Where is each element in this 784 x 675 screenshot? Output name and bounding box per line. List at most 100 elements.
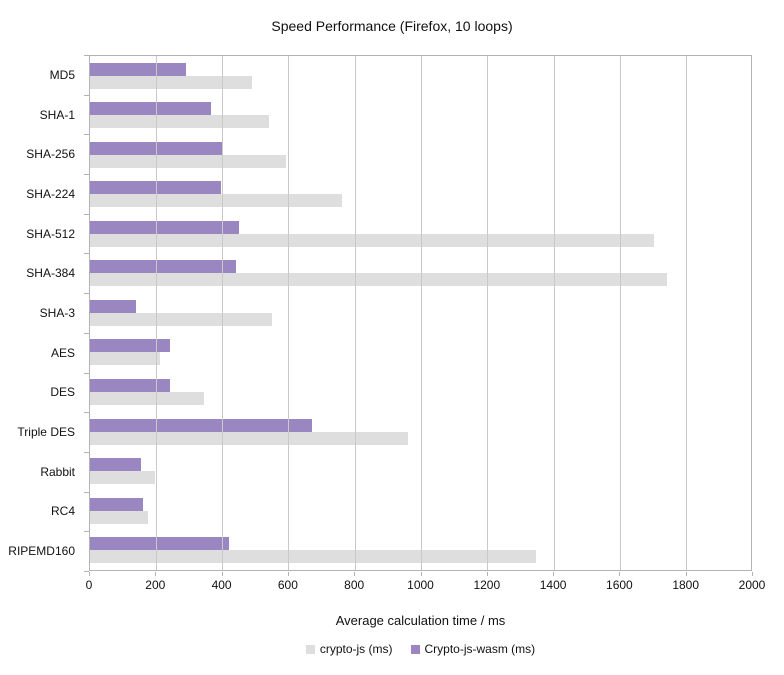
y-axis-tick <box>84 95 89 96</box>
x-axis-tick-labels: 0 200 400 600 800 1000 1200 1400 1600 1800 2000 <box>85 578 766 592</box>
x-axis-tick <box>752 572 753 576</box>
bar-group-sha-3 <box>90 293 751 333</box>
y-axis-tick <box>84 214 89 215</box>
plot-area <box>89 55 752 571</box>
category-label-sha-512: SHA-512 <box>26 226 75 241</box>
bar-crypto-js-wasm-ms <box>90 181 221 195</box>
category-label-sha-224: SHA-224 <box>26 186 75 201</box>
category-label-md5: MD5 <box>49 67 75 82</box>
x-tick-label-1400: 1400 <box>539 578 567 592</box>
category-label-sha-384: SHA-384 <box>26 266 75 281</box>
bar-crypto-js-wasm-ms <box>90 299 137 313</box>
bar-group-rabbit <box>90 451 751 491</box>
gridline-x-800 <box>354 56 356 570</box>
bar-group-sha-384 <box>90 254 751 294</box>
x-axis-tick <box>486 572 488 576</box>
legend-item-crypto-js: crypto-js (ms) <box>305 642 393 656</box>
bar-crypto-js-ms <box>90 510 148 524</box>
gridline-x-200 <box>155 56 157 570</box>
x-tick-label-600: 600 <box>277 578 298 592</box>
bar-rows <box>90 56 751 570</box>
x-axis-title: Average calculation time / ms <box>335 613 506 628</box>
bar-group-des <box>90 372 751 412</box>
bar-crypto-js-wasm-ms <box>90 220 240 234</box>
y-axis-tick <box>84 531 89 532</box>
y-axis-tick <box>84 452 89 453</box>
legend-item-crypto-js-wasm: Crypto-js-wasm (ms) <box>410 642 536 656</box>
bar-group-rc4 <box>90 491 751 531</box>
bar-crypto-js-wasm-ms <box>90 339 170 353</box>
x-axis-tick <box>619 572 621 576</box>
legend-swatch-crypto-js-wasm <box>410 644 420 654</box>
bar-crypto-js-ms <box>90 75 253 89</box>
bar-crypto-js-ms <box>90 312 273 326</box>
y-axis-tick <box>84 55 89 56</box>
bar-crypto-js-wasm-ms <box>90 497 144 511</box>
bar-crypto-js-ms <box>90 471 155 485</box>
bar-group-md5 <box>90 56 751 96</box>
bar-crypto-js-ms <box>90 154 286 168</box>
x-tick-label-200: 200 <box>145 578 166 592</box>
x-axis-tick <box>221 572 223 576</box>
bar-crypto-js-ms <box>90 352 160 366</box>
bar-group-ripemd160 <box>90 530 751 570</box>
bar-group-triple-des <box>90 412 751 452</box>
bar-crypto-js-wasm-ms <box>90 62 187 76</box>
y-axis-labels: MD5 SHA-1 SHA-256 SHA-224 SHA-512 SHA-384 SHA-… <box>0 55 82 571</box>
y-axis-tick <box>84 333 89 334</box>
x-axis-tick <box>287 572 289 576</box>
x-tick-label-1600: 1600 <box>606 578 633 592</box>
gridline-x-1000 <box>421 56 422 570</box>
gridline-x-1200 <box>487 56 489 570</box>
x-axis-tick <box>553 572 555 576</box>
legend-label-crypto-js-wasm: Crypto-js-wasm (ms) <box>424 642 536 656</box>
chart-title: Speed Performance (Firefox, 10 loops) <box>271 18 513 34</box>
y-axis-tick <box>84 134 89 135</box>
y-axis-tick <box>84 492 89 493</box>
category-label-sha-256: SHA-256 <box>26 147 75 162</box>
x-tick-label-1200: 1200 <box>473 578 501 592</box>
x-tick-label-800: 800 <box>344 578 365 592</box>
bar-crypto-js-wasm-ms <box>90 260 236 274</box>
y-axis-tick <box>84 373 89 374</box>
bar-crypto-js-ms <box>90 392 205 406</box>
bar-crypto-js-wasm-ms <box>90 379 170 393</box>
bar-crypto-js-ms <box>90 550 536 564</box>
x-tick-label-2000: 2000 <box>738 578 766 592</box>
bar-crypto-js-wasm-ms <box>90 458 142 472</box>
legend: crypto-js (ms) Crypto-js-wasm (ms) <box>89 642 752 656</box>
bar-crypto-js-ms <box>90 233 654 247</box>
y-axis-tick <box>84 293 89 294</box>
bar-group-aes <box>90 333 751 373</box>
category-label-rc4: RC4 <box>50 504 75 519</box>
x-axis-tick <box>420 572 422 576</box>
bar-group-sha-512 <box>90 214 751 254</box>
gridline-x-400 <box>222 56 224 570</box>
legend-label-crypto-js: crypto-js (ms) <box>319 642 393 656</box>
x-tick-label-400: 400 <box>211 578 232 592</box>
y-axis-tick <box>84 174 89 175</box>
legend-swatch-crypto-js <box>305 644 315 654</box>
bar-crypto-js-wasm-ms <box>90 537 230 551</box>
gridline-x-600 <box>288 56 290 570</box>
category-label-rabbit: Rabbit <box>40 464 75 479</box>
bar-crypto-js-ms <box>90 194 342 208</box>
x-tick-label-1000: 1000 <box>407 578 434 592</box>
x-tick-label-1800: 1800 <box>672 578 700 592</box>
x-axis-tick <box>354 572 356 576</box>
category-label-ripemd160: RIPEMD160 <box>8 544 75 559</box>
category-label-sha-1: SHA-1 <box>39 107 75 122</box>
bar-crypto-js-wasm-ms <box>90 418 313 432</box>
bar-group-sha-224 <box>90 175 751 215</box>
bar-crypto-js-wasm-ms <box>90 102 211 116</box>
category-label-triple-des: Triple DES <box>17 425 75 440</box>
gridline-x-1600 <box>619 56 621 570</box>
bar-crypto-js-ms <box>90 115 269 129</box>
x-axis-tick <box>155 572 157 576</box>
x-tick-label-0: 0 <box>85 578 93 592</box>
category-label-aes: AES <box>50 345 75 360</box>
category-label-des: DES <box>50 385 75 400</box>
x-axis-tick <box>685 572 687 576</box>
bar-crypto-js-ms <box>90 273 667 287</box>
